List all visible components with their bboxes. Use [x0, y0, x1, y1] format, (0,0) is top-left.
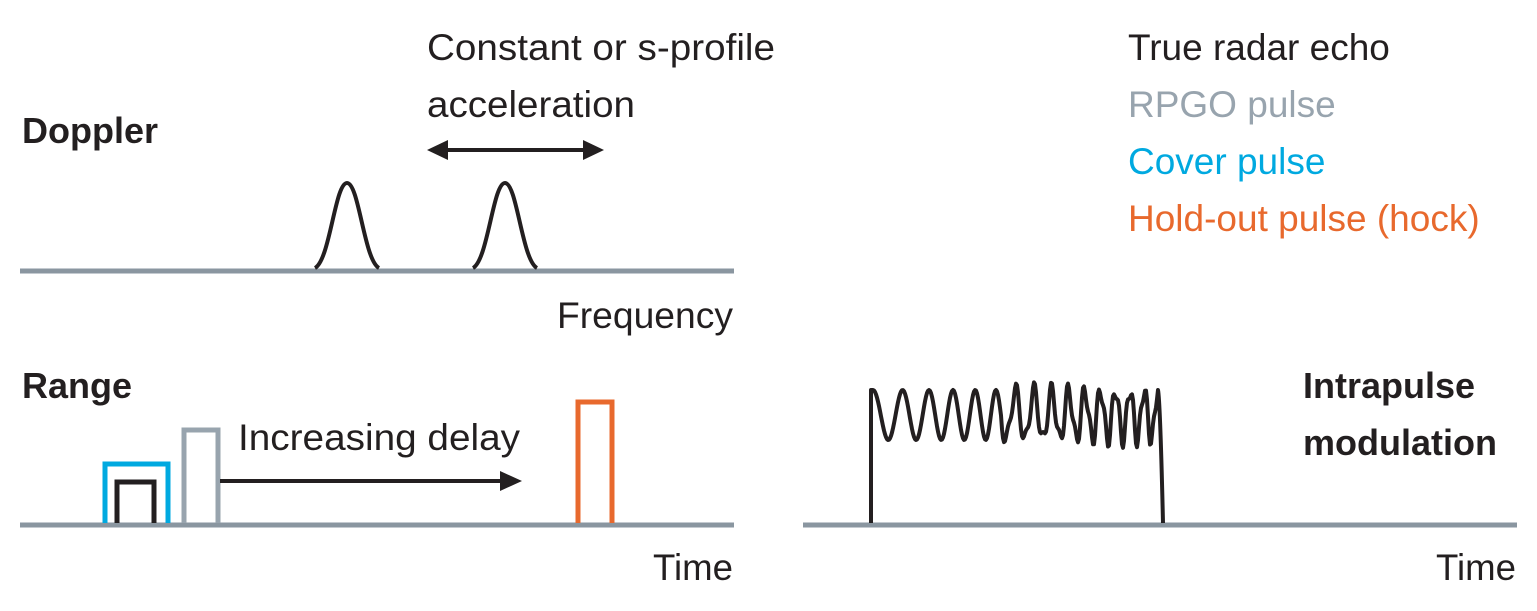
intrapulse-label: Intrapulse	[1303, 365, 1475, 406]
range-label: Range	[22, 365, 132, 406]
legend-entry: Hold-out pulse (hock)	[1128, 198, 1480, 239]
rpgo-pulse	[181, 427, 221, 523]
hold-out-pulse	[575, 399, 615, 523]
arrow-head	[583, 140, 604, 160]
doppler-peak	[471, 180, 539, 270]
legend-entry: RPGO pulse	[1128, 84, 1336, 125]
true-echo	[114, 479, 157, 523]
legend-entry: Cover pulse	[1128, 141, 1325, 182]
doppler-annotation: Constant or s-profile	[427, 27, 775, 68]
frequency-label: Frequency	[557, 295, 734, 336]
doppler-label: Doppler	[22, 110, 158, 151]
doppler-peak	[313, 180, 381, 270]
time-label: Time	[653, 547, 733, 588]
doppler-annotation: acceleration	[427, 84, 635, 125]
arrow-head	[500, 471, 522, 491]
legend-entry: True radar echo	[1128, 27, 1390, 68]
arrow-head	[427, 140, 448, 160]
time-label: Time	[1436, 547, 1516, 588]
cover-pulse	[102, 461, 171, 523]
intrapulse-label: modulation	[1303, 422, 1497, 463]
legend: True radar echo RPGO pulse Cover pulse Hold…	[1128, 27, 1480, 239]
modulated-pulse	[869, 380, 1165, 524]
delay-label: Increasing delay	[238, 417, 521, 458]
